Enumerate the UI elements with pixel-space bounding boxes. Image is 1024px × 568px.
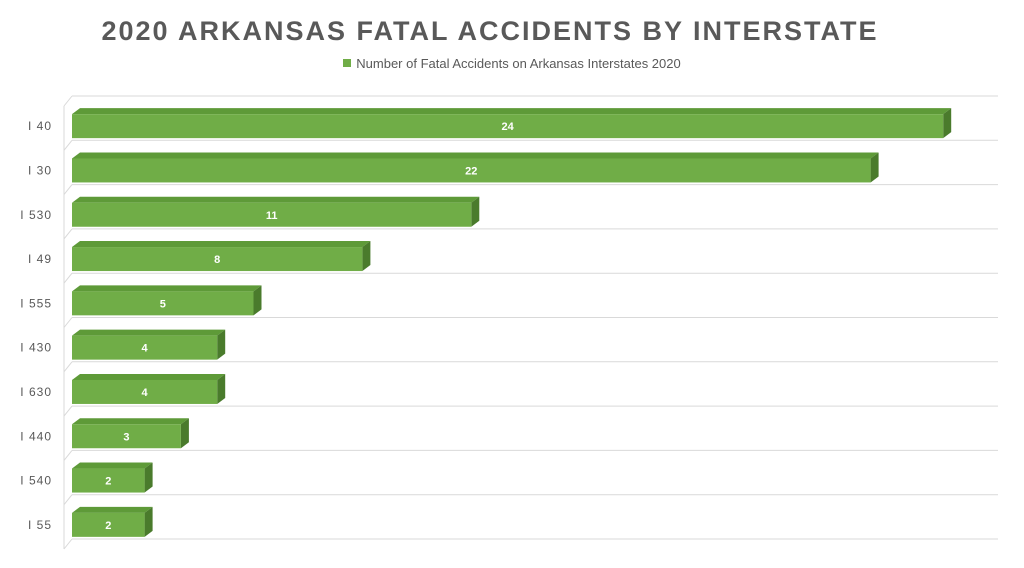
bar-top <box>72 285 262 292</box>
grid-diagonal <box>63 405 73 417</box>
bar <box>72 468 145 493</box>
grid-diagonal <box>63 494 73 506</box>
bar-top <box>72 418 189 425</box>
category-tick-label: I 540 <box>20 474 52 488</box>
category-tick-label: I 430 <box>20 341 52 355</box>
data-label: 4 <box>142 343 149 355</box>
bar <box>72 379 218 404</box>
bar-side <box>943 108 952 139</box>
data-label: 8 <box>214 254 220 266</box>
bar-top <box>72 373 226 380</box>
data-label: 11 <box>266 210 278 222</box>
data-label: 5 <box>160 298 166 310</box>
grid-diagonal <box>63 95 73 107</box>
grid-diagonal <box>63 228 73 240</box>
bar-side <box>144 462 153 493</box>
bar <box>72 291 254 316</box>
chart-title: 2020 ARKANSAS FATAL ACCIDENTS BY INTERST… <box>101 16 879 46</box>
bar <box>72 335 218 360</box>
data-label: 2 <box>105 476 111 488</box>
grid-diagonal <box>63 272 73 284</box>
data-label: 24 <box>501 121 514 133</box>
grid-diagonal <box>63 538 73 550</box>
bar-side <box>471 196 480 227</box>
bar-side <box>362 241 371 272</box>
grid-diagonal <box>63 450 73 461</box>
data-label: 2 <box>105 520 111 532</box>
bar-top <box>72 506 153 513</box>
legend-swatch <box>343 59 352 67</box>
gridlines <box>63 95 998 550</box>
bar-side <box>253 285 262 316</box>
bar-top <box>72 152 879 159</box>
data-label: 22 <box>465 165 477 177</box>
category-tick-label: I 440 <box>20 429 52 443</box>
bar <box>72 202 472 227</box>
grid-diagonal <box>63 317 73 328</box>
data-label: 3 <box>123 431 129 443</box>
bar <box>72 512 145 537</box>
category-ticks: I 40 I 30 I 530 I 49 I 555 I 430 I 630 I 440 I 5… <box>20 119 52 532</box>
bar-top <box>72 329 226 336</box>
chart-legend: Number of Fatal Accidents on Arkansas In… <box>0 56 1024 71</box>
bar <box>72 114 944 139</box>
legend-label: Number of Fatal Accidents on Arkansas In… <box>356 56 681 71</box>
grid-diagonal <box>63 139 73 151</box>
bar-side <box>217 373 226 404</box>
bar <box>72 424 181 449</box>
grid-diagonal <box>63 361 73 373</box>
bar <box>72 158 871 183</box>
data-label: 4 <box>142 387 149 399</box>
category-tick-label: I 630 <box>20 385 52 399</box>
category-tick-label: I 55 <box>28 518 52 532</box>
category-tick-label: I 530 <box>20 208 52 222</box>
bar-side <box>870 152 879 183</box>
bar-top <box>72 241 371 248</box>
grid-diagonal <box>63 184 73 195</box>
category-tick-label: I 49 <box>28 252 52 266</box>
bar-side <box>180 418 189 449</box>
bar-side <box>217 329 226 360</box>
bars <box>72 108 952 537</box>
category-tick-label: I 30 <box>28 163 52 177</box>
bar <box>72 247 363 272</box>
bar-top <box>72 196 480 203</box>
bar-side <box>144 506 153 537</box>
category-tick-label: I 40 <box>28 119 52 133</box>
category-tick-label: I 555 <box>20 296 52 310</box>
bar-top <box>72 462 153 469</box>
bar-top <box>72 108 952 115</box>
